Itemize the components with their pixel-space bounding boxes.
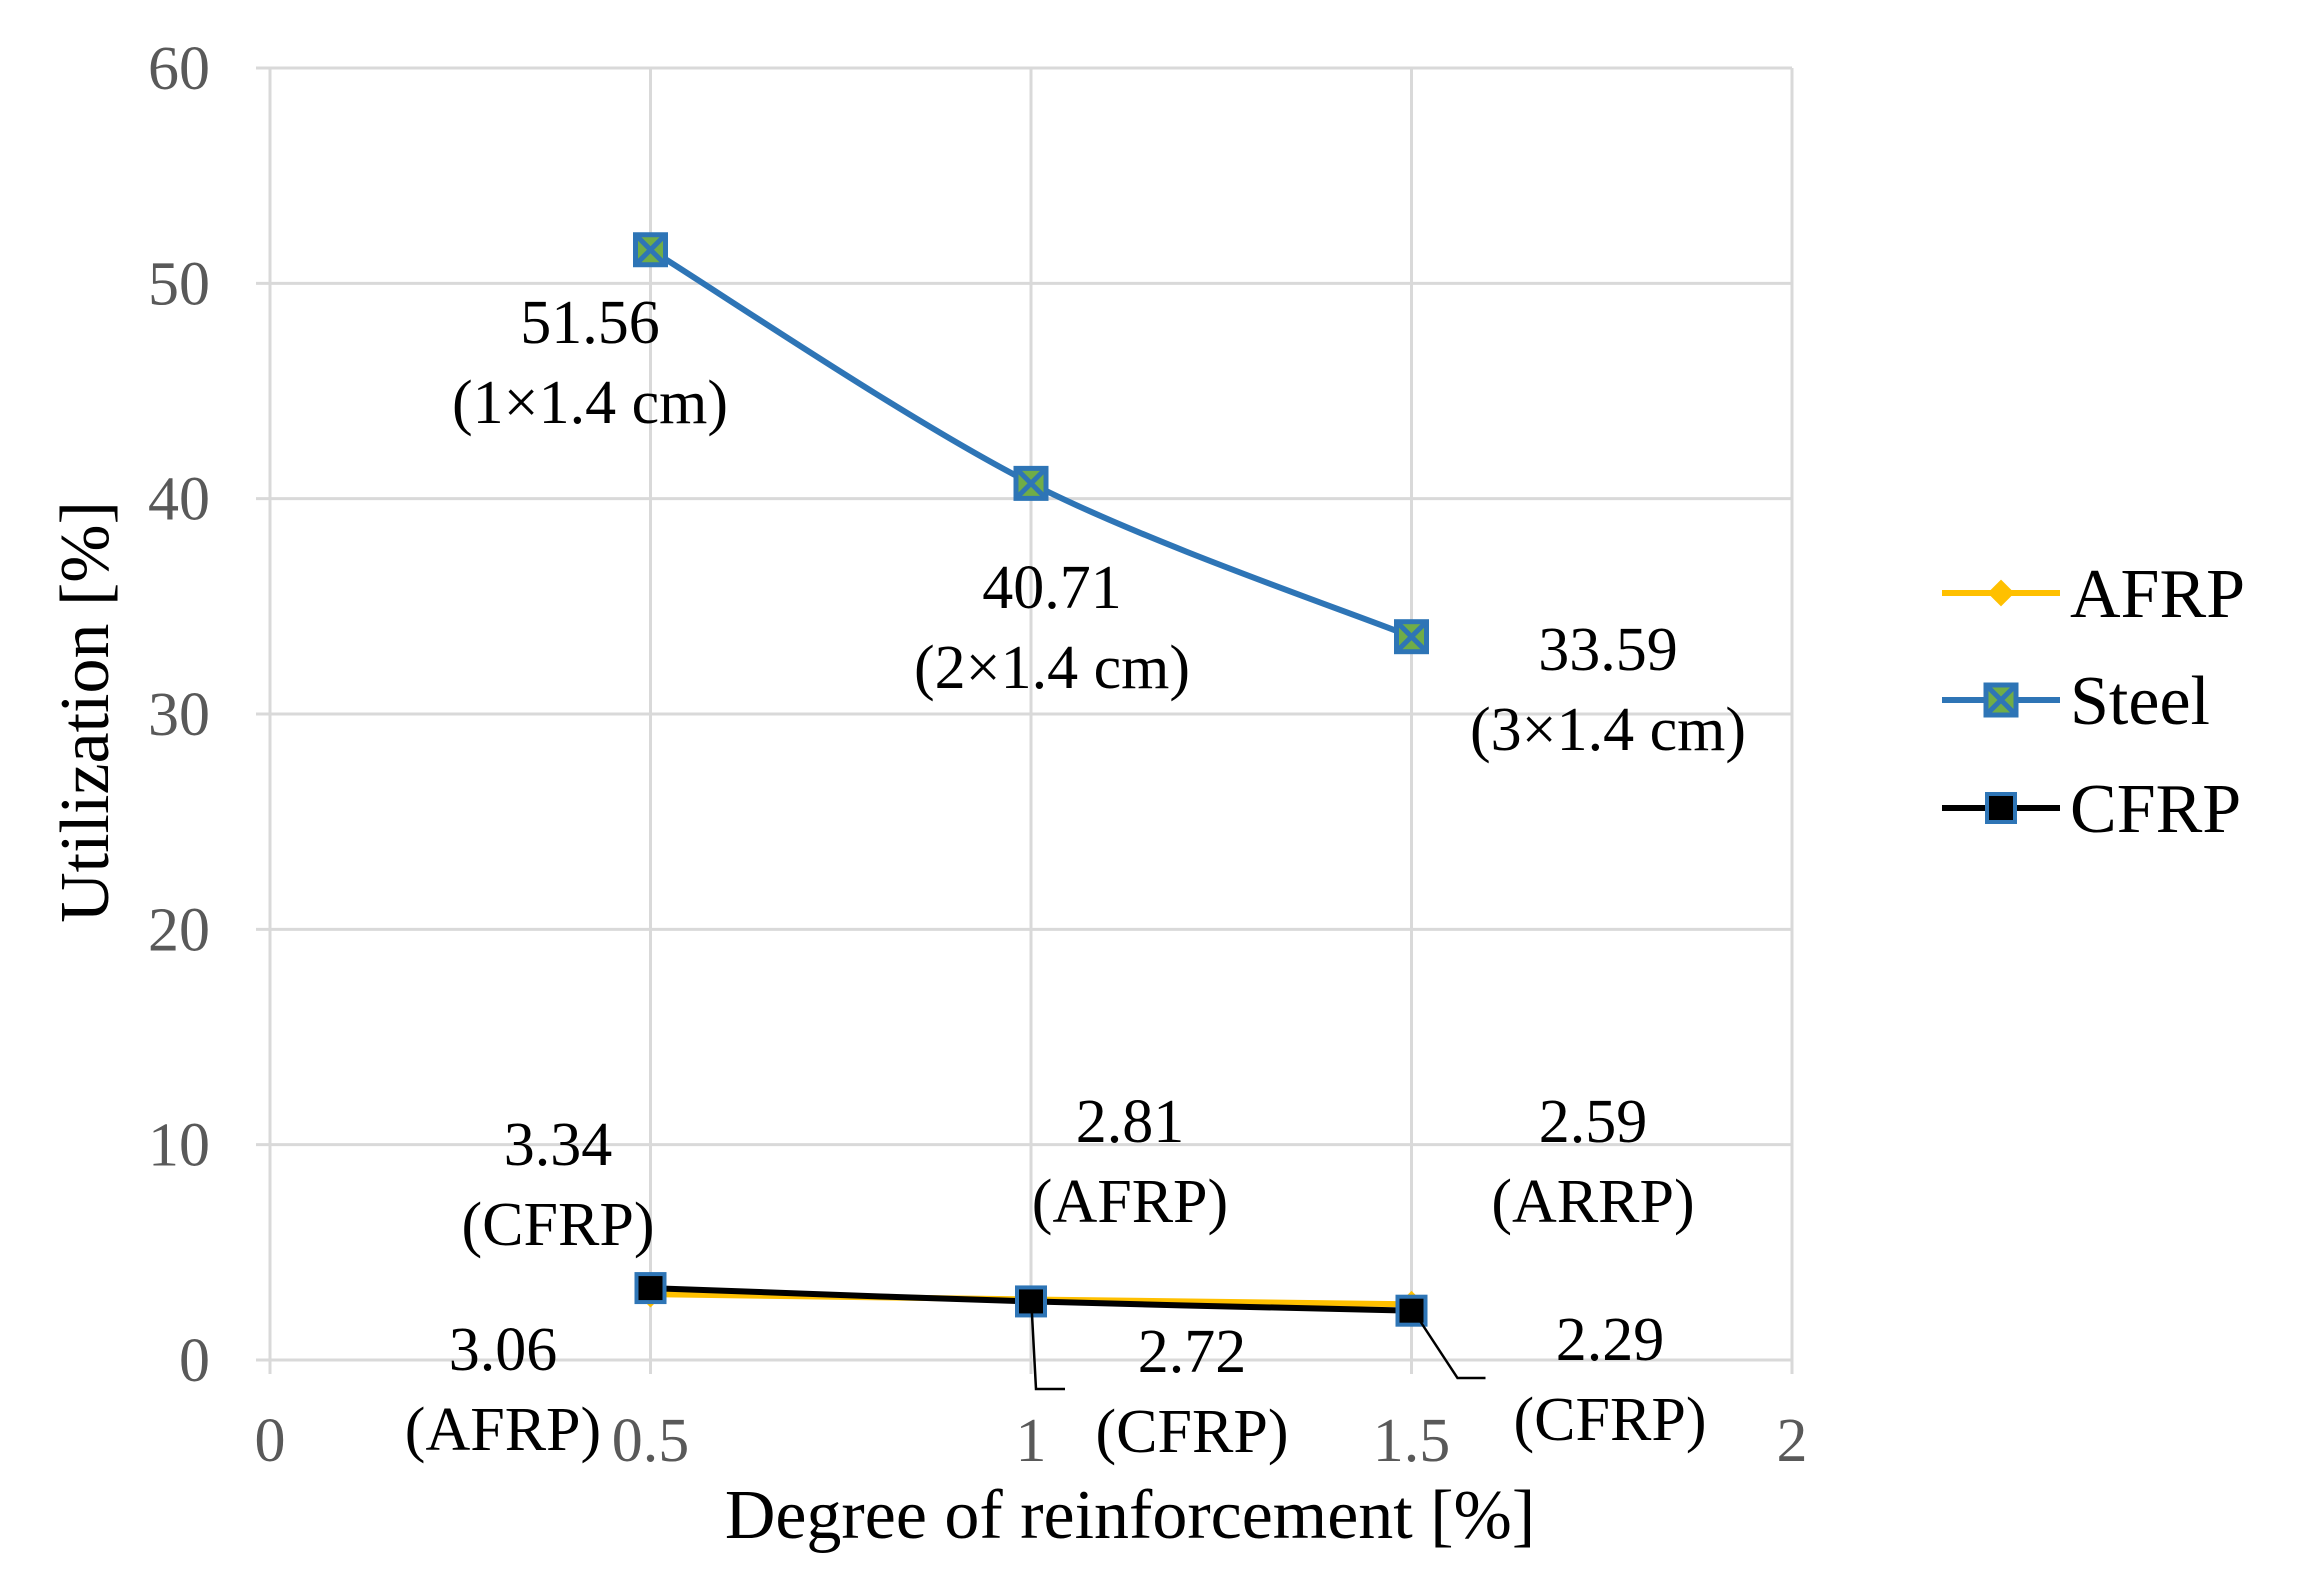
y-tick-label: 10	[148, 1112, 210, 1180]
x-tick-label: 0.5	[612, 1407, 690, 1475]
cfrp-marker	[634, 1272, 667, 1305]
leader-line	[1410, 1307, 1486, 1380]
data-label-line: 3.06	[449, 1316, 558, 1384]
data-label-line: 40.71	[982, 554, 1122, 622]
data-label-line: (3×1.4 cm)	[1470, 696, 1746, 764]
legend: AFRP Steel CFRP	[1942, 556, 2245, 848]
data-labels: 51.56 (1×1.4 cm) 40.71 (2×1.4 cm) 33.59 (3×1.…	[405, 289, 1746, 1466]
x-tick-label: 1.5	[1373, 1407, 1451, 1475]
data-label-line: 3.34	[504, 1111, 613, 1179]
data-label-line: (CFRP)	[462, 1191, 655, 1259]
data-label-line: (ARRP)	[1491, 1168, 1694, 1236]
data-label-afrp-0: 3.06 (AFRP)	[405, 1316, 601, 1464]
legend-cfrp-marker	[1985, 792, 2017, 824]
steel-marker	[1013, 465, 1049, 501]
data-label-line: 2.81	[1076, 1088, 1185, 1156]
data-label-line: (2×1.4 cm)	[914, 634, 1190, 702]
steel-marker	[1394, 619, 1429, 655]
data-label-line: 2.72	[1138, 1318, 1247, 1386]
cfrp-marker	[1395, 1294, 1428, 1327]
y-tick-label: 30	[148, 681, 210, 749]
x-tick-label: 1	[1016, 1407, 1047, 1475]
data-label-cfrp-1: 2.72 (CFRP)	[1096, 1318, 1289, 1466]
legend-item-steel: Steel	[1942, 663, 2210, 740]
x-axis-title: Degree of reinforcement [%]	[725, 1477, 1535, 1554]
data-label-cfrp-2: 2.29 (CFRP)	[1514, 1306, 1707, 1454]
legend-item-afrp: AFRP	[1942, 556, 2245, 633]
leader-line	[1029, 1295, 1065, 1391]
data-label-cfrp-0: 3.34 (CFRP)	[462, 1111, 655, 1259]
data-label-line: (1×1.4 cm)	[452, 369, 728, 437]
legend-item-cfrp: CFRP	[1942, 771, 2241, 848]
legend-label: Steel	[2070, 663, 2210, 740]
data-label-line: 2.59	[1539, 1088, 1648, 1156]
data-label-line: 51.56	[520, 289, 660, 357]
data-label-afrp-1: 2.81 (AFRP)	[1032, 1088, 1228, 1236]
data-label-line: (CFRP)	[1096, 1398, 1289, 1466]
y-tick-label: 20	[148, 896, 210, 964]
y-axis-title: Utilization [%]	[47, 501, 124, 923]
data-label-line: 33.59	[1538, 616, 1678, 684]
legend-steel-marker	[1983, 682, 2019, 718]
data-label-line: (AFRP)	[405, 1396, 601, 1464]
y-tick-label: 0	[179, 1327, 210, 1395]
series	[633, 232, 1429, 1327]
legend-label: AFRP	[2070, 556, 2245, 633]
x-tick-label: 2	[1777, 1407, 1808, 1475]
legend-afrp-marker	[1987, 579, 2015, 607]
leader-lines	[1029, 1295, 1486, 1391]
steel-marker	[633, 232, 668, 268]
data-label-line: (CFRP)	[1514, 1386, 1707, 1454]
y-tick-label: 60	[148, 35, 210, 103]
legend-label: CFRP	[2070, 771, 2241, 848]
data-label-line: (AFRP)	[1032, 1168, 1228, 1236]
x-tick-label: 0	[255, 1407, 286, 1475]
y-tick-label: 40	[148, 466, 210, 534]
y-tick-label: 50	[148, 250, 210, 318]
data-label-afrp-2: 2.59 (ARRP)	[1491, 1088, 1694, 1236]
data-label-steel-1: 40.71 (2×1.4 cm)	[914, 554, 1190, 702]
data-label-steel-2: 33.59 (3×1.4 cm)	[1470, 616, 1746, 764]
data-label-steel-0: 51.56 (1×1.4 cm)	[452, 289, 728, 437]
axis-ticks: 0 10 20 30 40 50 60 0 0.5 1 1.5 2	[148, 35, 1808, 1475]
data-label-line: 2.29	[1556, 1306, 1665, 1374]
